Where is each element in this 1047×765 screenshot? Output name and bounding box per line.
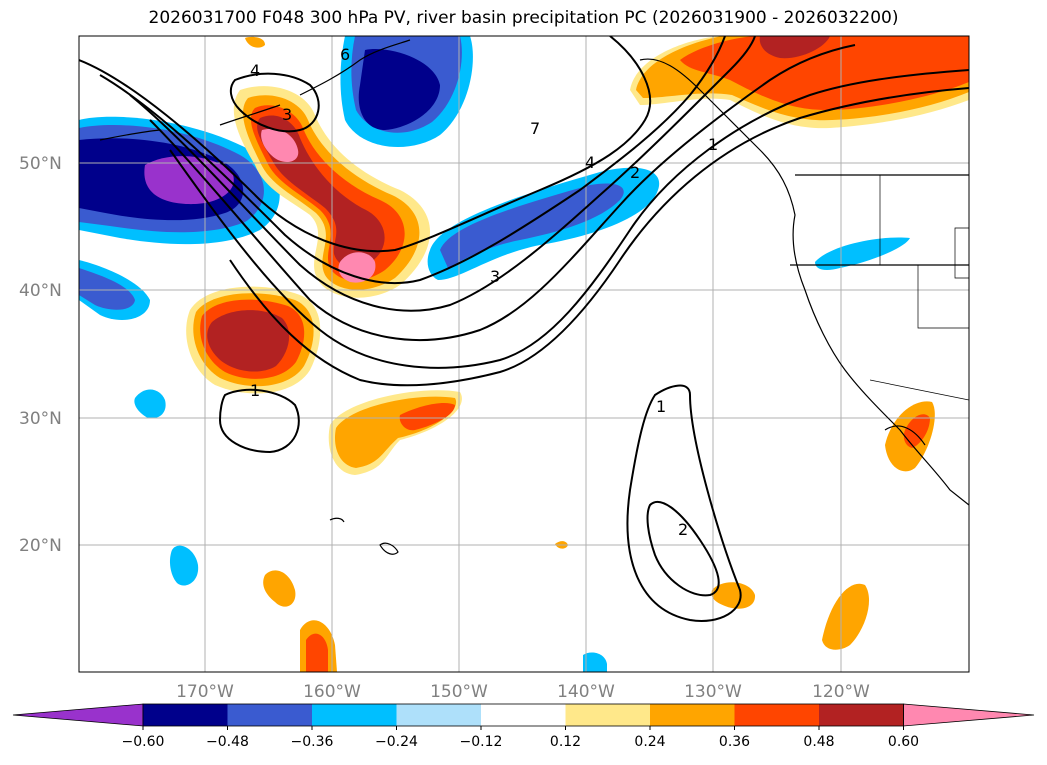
colorbar: −0.60 −0.48 −0.36 −0.24 −0.12 0.12 0.24 0.36 0.4… [12,703,1035,750]
lon-label: 160°W [303,682,361,702]
precip-band-negative [134,167,910,672]
colorbar-tick-label: −0.36 [291,734,334,750]
contour-label: 4 [585,153,595,172]
colorbar-frame [142,703,904,727]
coastlines [99,39,969,555]
lat-label: 40°N [19,281,62,301]
contour-label: 1 [656,397,666,416]
colorbar-bin [481,704,566,726]
colorbar-tick-label: 0.48 [803,734,834,750]
map-frame [78,35,970,673]
graticule [79,36,969,672]
pv-contour-labels: 4 6 3 7 4 2 1 3 1 1 2 [250,45,718,539]
colorbar-tick-label: −0.24 [375,734,418,750]
precip-blob-positive-southwest [186,286,321,394]
contour-label: 3 [490,267,500,286]
colorbar-bin [650,704,735,726]
contour-label: 7 [530,119,540,138]
colorbar-tick-label: 0.24 [634,734,665,750]
lat-labels: 50°N 40°N 30°N 20°N [19,154,62,556]
colorbar-bin [396,704,482,726]
lon-label: 170°W [176,682,234,702]
lon-label: 130°W [684,682,742,702]
colorbar-bin [734,704,820,726]
lat-label: 30°N [19,409,62,429]
contour-label: 2 [630,163,640,182]
colorbar-bin [819,704,904,726]
colorbar-tick-label: −0.48 [206,734,249,750]
map-panel: 4 6 3 7 4 2 1 3 1 1 2 [79,36,969,672]
colorbar-bin [143,704,228,726]
colorbar-bin [227,704,313,726]
colorbar-extend-high [903,703,1035,727]
lon-label: 120°W [812,682,870,702]
state-borders [869,175,969,401]
contour-label: 4 [250,61,260,80]
lon-labels: 170°W 160°W 150°W 140°W 130°W 120°W [176,682,870,702]
lat-label: 50°N [19,154,62,174]
colorbar-tick-label: 0.12 [550,734,581,750]
contour-label: 6 [340,45,350,64]
colorbar-tick-label: 0.60 [888,734,919,750]
contour-label: 2 [678,520,688,539]
precip-blob-north-negative [340,36,473,147]
contour-label: 1 [708,135,718,154]
lat-label: 20°N [19,536,62,556]
lon-label: 150°W [430,682,488,702]
contour-label: 1 [250,381,260,400]
colorbar-tick-label: 0.36 [719,734,750,750]
pv-contours [79,36,969,622]
colorbar-tick-label: −0.60 [122,734,165,750]
colorbar-extend-low [12,703,144,727]
colorbar-bin [312,704,397,726]
precip-blob-positive-south [263,390,935,672]
map-title: 2026031700 F048 300 hPa PV, river basin … [148,8,899,28]
colorbar-bin [565,704,651,726]
colorbar-tick-label: −0.12 [460,734,503,750]
lon-label: 140°W [557,682,615,702]
contour-label: 3 [282,105,292,124]
precip-blob-west-negative [79,116,280,320]
